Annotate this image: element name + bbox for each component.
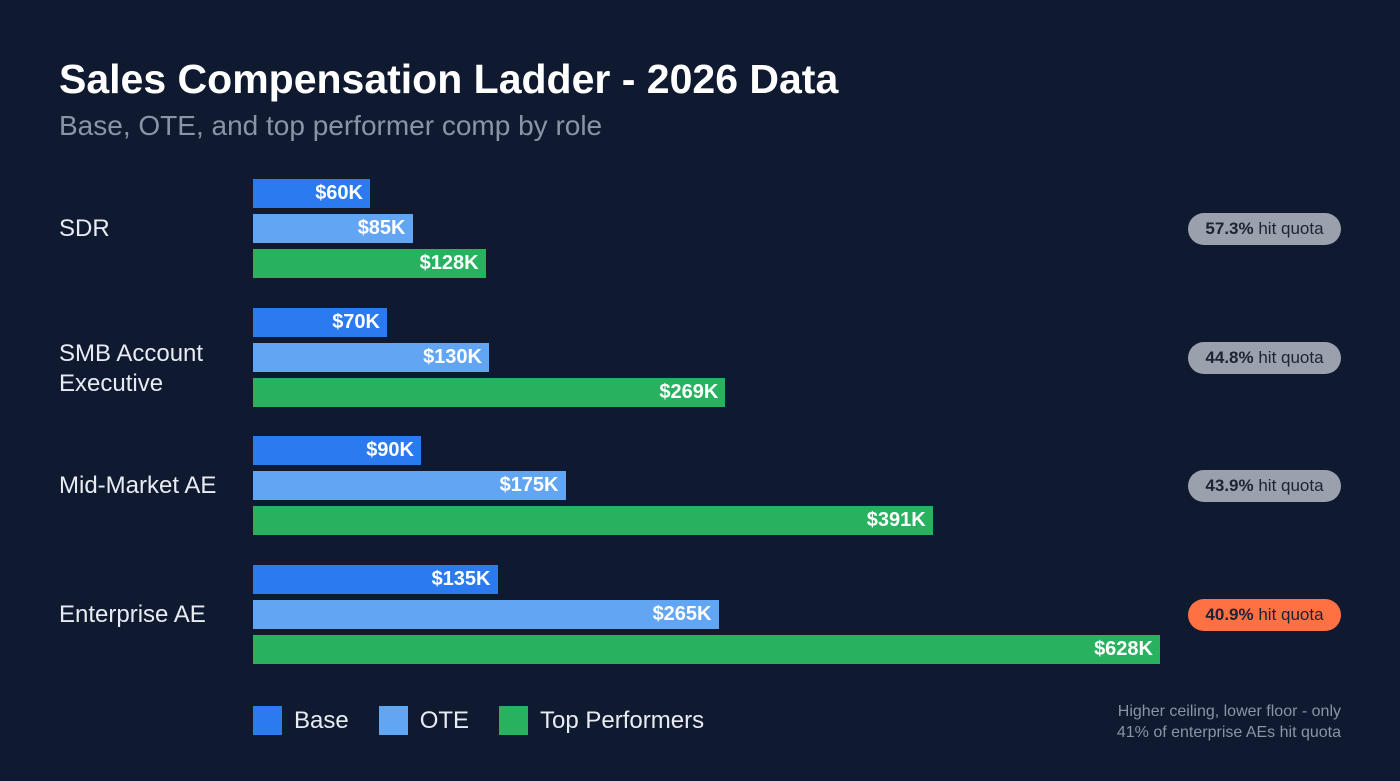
quota-badge: 44.8% hit quota xyxy=(1188,341,1341,374)
legend-swatch-ote xyxy=(378,706,408,735)
data-label: $130K xyxy=(423,345,482,368)
category-label: Enterprise AE xyxy=(59,600,206,628)
legend-swatch-base xyxy=(253,706,282,735)
data-label: $60K xyxy=(315,182,363,204)
data-label: $90K xyxy=(366,439,414,461)
data-label: $70K xyxy=(332,310,380,333)
category-label: SMB Account Executive xyxy=(59,339,204,397)
bar-ote: $175K xyxy=(253,471,566,500)
bar-ote: $130K xyxy=(253,342,489,372)
quota-badge: 57.3% hit quota xyxy=(1188,213,1341,245)
bar-top-performers: $269K xyxy=(253,377,726,407)
category-label: Mid-Market AE xyxy=(59,472,217,499)
legend-label-top: Top Performers xyxy=(540,706,705,734)
quota-pct: 43.9% xyxy=(1205,476,1254,495)
legend-swatch-top xyxy=(499,706,529,735)
chart-subtitle: Base, OTE, and top performer comp by rol… xyxy=(59,110,603,141)
bar-top-performers: $628K xyxy=(253,634,1160,664)
legend-label-ote: OTE xyxy=(419,706,470,734)
bar-base: $60K xyxy=(253,179,370,208)
legend-item-top: Top Performers xyxy=(499,706,704,735)
quota-badge: 40.9% hit quota xyxy=(1188,598,1341,631)
data-label: $265K xyxy=(652,602,712,625)
data-label: $269K xyxy=(659,380,719,403)
quota-text: hit quota xyxy=(1258,347,1324,367)
quota-pct: 40.9% xyxy=(1205,604,1254,624)
bar-ote: $85K xyxy=(253,214,413,243)
bar-top-performers: $391K xyxy=(253,506,933,535)
footnote-line-1: Higher ceiling, lower floor - only xyxy=(1117,703,1341,720)
bar-top-performers: $128K xyxy=(253,249,486,278)
quota-pct: 44.8% xyxy=(1205,347,1254,367)
quota-text: hit quota xyxy=(1258,219,1324,238)
quota-text: hit quota xyxy=(1258,476,1324,495)
category-label: SDR xyxy=(59,215,110,242)
quota-badge: 43.9% hit quota xyxy=(1188,470,1341,502)
data-label: $391K xyxy=(866,509,926,531)
bar-base: $135K xyxy=(253,564,498,594)
data-label: $128K xyxy=(419,252,479,274)
quota-pct: 57.3% xyxy=(1205,219,1254,238)
data-label: $135K xyxy=(431,567,491,590)
legend-item-base: Base xyxy=(253,706,349,735)
data-label: $628K xyxy=(1094,637,1153,660)
data-label: $175K xyxy=(499,474,559,496)
chart-title: Sales Compensation Ladder - 2026 Data xyxy=(59,56,839,102)
bar-base: $90K xyxy=(253,436,421,465)
bar-base: $70K xyxy=(253,307,387,337)
legend: Base OTE Top Performers xyxy=(253,706,734,735)
data-label: $85K xyxy=(357,217,406,239)
legend-item-ote: OTE xyxy=(378,706,470,735)
legend-label-base: Base xyxy=(294,706,349,734)
bar-ote: $265K xyxy=(253,599,719,629)
quota-text: hit quota xyxy=(1258,604,1324,624)
footnote-line-2: 41% of enterprise AEs hit quota xyxy=(1116,724,1341,741)
footnote: Higher ceiling, lower floor - only 41% o… xyxy=(1021,701,1341,743)
